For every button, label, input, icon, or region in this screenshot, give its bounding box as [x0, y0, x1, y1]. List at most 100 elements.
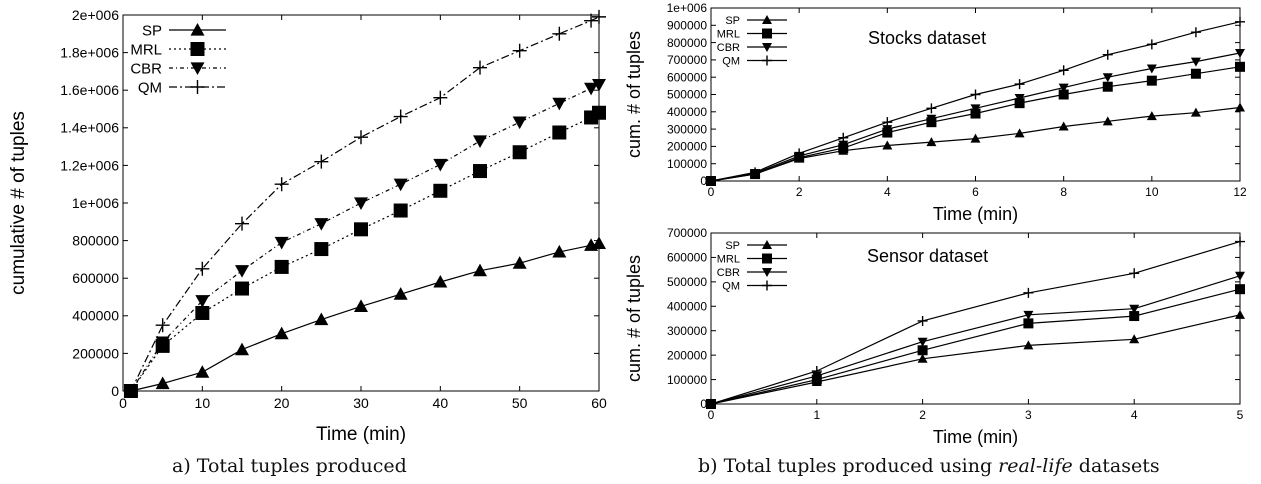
data-point-MRL [917, 345, 928, 356]
data-point-QM [1235, 236, 1245, 247]
data-point-CBR [584, 82, 599, 96]
data-point-QM [584, 13, 599, 28]
legend-label: QM [722, 55, 740, 67]
x-tick-label: 60 [591, 395, 607, 411]
data-point-QM [917, 315, 928, 326]
data-point-CBR [882, 125, 893, 135]
legend-label: CBR [717, 267, 740, 279]
data-point-QM [1023, 287, 1034, 298]
y-tick-label: 300000 [667, 324, 707, 338]
x-tick-label: 0 [119, 395, 127, 411]
data-point-QM [1058, 65, 1069, 76]
series-line-MRL [130, 112, 600, 392]
y-tick-label: 400000 [72, 308, 119, 324]
data-point-MRL [473, 164, 487, 179]
data-point-QM [552, 26, 567, 41]
data-point-QM [123, 384, 138, 398]
y-axis-label: cum. # of tuples [624, 31, 644, 158]
y-axis-label: cum. # of tuples [624, 255, 644, 382]
y-tick-label: 500000 [667, 275, 707, 289]
caption-left: a) Total tuples produced [172, 455, 407, 477]
y-tick-label: 800000 [667, 36, 707, 50]
data-point-CBR [155, 336, 170, 350]
series-line-MRL [710, 288, 1241, 405]
data-point-SP [552, 244, 567, 258]
series-MRL [123, 105, 606, 398]
data-point-QM [706, 399, 716, 409]
chart-2: 0 100000 200000 300000 400000 500000 600000 700… [624, 226, 1245, 447]
data-point-MRL [1129, 311, 1140, 322]
data-point-MRL [235, 281, 249, 296]
x-tick-label: 1 [813, 408, 820, 422]
data-point-CBR [926, 114, 937, 124]
legend-marker [190, 42, 205, 56]
data-point-QM [882, 117, 893, 128]
x-axis-label: Time (min) [933, 427, 1018, 447]
data-point-MRL [433, 183, 448, 198]
y-tick-label: 400000 [667, 105, 707, 119]
data-point-SP [1058, 121, 1069, 131]
x-tick-label: 2 [796, 185, 803, 199]
data-point-SP [1190, 107, 1201, 117]
legend-label: SP [725, 240, 740, 252]
data-point-CBR [235, 265, 249, 278]
data-point-CBR [274, 236, 289, 250]
data-point-CBR [970, 104, 981, 114]
legend-label: MRL [717, 253, 740, 265]
legend-label: MRL [717, 28, 740, 40]
data-point-QM [512, 43, 527, 58]
legend-label: MRL [130, 41, 162, 58]
series-line-QM [710, 241, 1241, 405]
x-tick-label: 3 [1025, 408, 1032, 422]
x-tick-label: 20 [274, 395, 290, 411]
data-point-CBR [314, 218, 329, 231]
data-point-SP [1235, 102, 1245, 112]
data-point-QM [354, 130, 368, 145]
y-tick-label: 1e+006 [667, 1, 708, 15]
data-point-MRL [1235, 284, 1245, 295]
data-point-MRL [1235, 61, 1245, 72]
data-point-CBR [1014, 93, 1025, 103]
series-MRL [706, 284, 1245, 409]
data-point-MRL [512, 145, 527, 160]
data-point-MRL [1146, 75, 1157, 86]
x-tick-label: 10 [1145, 185, 1159, 199]
x-axis-label: Time (min) [933, 204, 1018, 224]
data-point-QM [592, 9, 606, 24]
data-point-CBR [354, 197, 368, 210]
y-tick-label: 600000 [667, 251, 707, 265]
data-point-QM [706, 176, 716, 186]
data-point-SP [882, 140, 893, 150]
series-line-CBR [710, 275, 1241, 405]
data-point-CBR [512, 116, 527, 130]
data-point-CBR [552, 97, 567, 111]
caption-right-prefix: b) Total tuples produced using [698, 455, 999, 477]
data-point-QM [393, 109, 408, 124]
data-point-QM [274, 177, 289, 192]
data-point-QM [1102, 49, 1113, 60]
data-point-QM [970, 89, 981, 100]
y-tick-label: 200000 [667, 348, 707, 362]
y-tick-label: 200000 [72, 345, 119, 361]
legend-marker [762, 43, 772, 52]
series-QM [123, 9, 606, 398]
legend-marker [190, 80, 205, 94]
data-point-CBR [1235, 271, 1245, 281]
chart-0: 0 200000 400000 600000 800000 1e+006 1.2e+006 1… [8, 7, 607, 445]
data-point-QM [750, 167, 761, 178]
y-tick-label: 600000 [667, 70, 707, 84]
data-point-CBR [393, 178, 408, 192]
data-point-CBR [1146, 64, 1157, 74]
y-tick-label: 700000 [667, 226, 707, 240]
data-point-SP [970, 133, 981, 143]
y-tick-label: 600000 [72, 270, 119, 286]
data-point-MRL [393, 203, 408, 218]
data-point-MRL [1058, 89, 1069, 100]
series-line-MRL [710, 66, 1241, 182]
data-point-QM [1129, 268, 1140, 279]
legend-marker [190, 62, 205, 75]
legend-marker [762, 280, 772, 291]
y-tick-label: 0 [111, 383, 119, 399]
